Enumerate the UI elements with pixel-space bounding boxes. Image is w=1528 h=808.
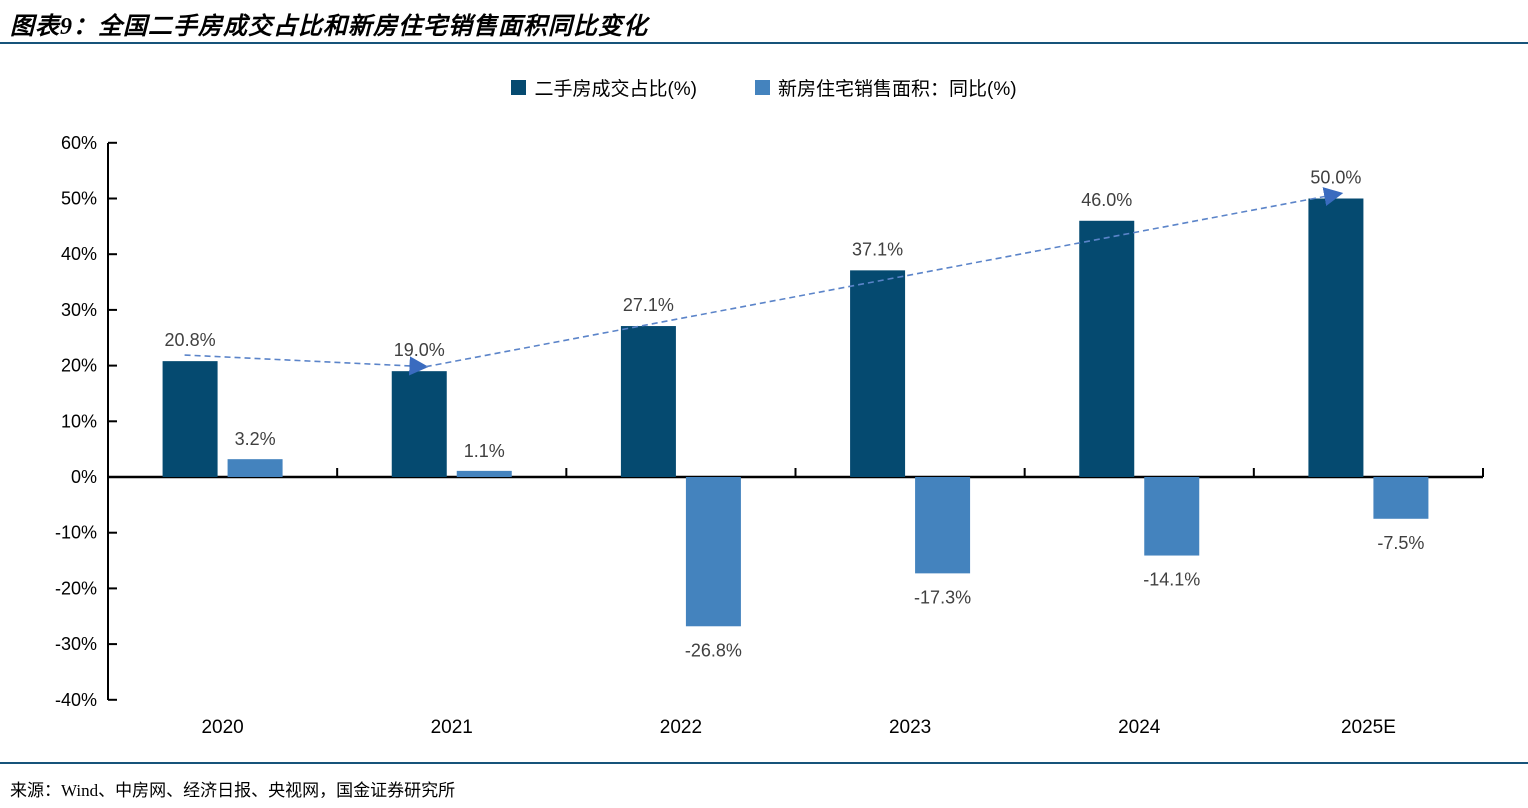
value-label-secondhand-2022: 27.1% [623,295,674,315]
y-tick-label-40: 40% [61,244,97,264]
chart-title: 图表9：全国二手房成交占比和新房住宅销售面积同比变化 [10,14,648,40]
x-label-2022: 2022 [660,717,702,738]
value-label-secondhand-2021: 19.0% [394,340,445,360]
x-label-2024: 2024 [1118,717,1161,738]
bar-newhome-2022 [685,477,741,627]
bar-newhome-2023 [915,477,971,574]
y-tick-label--30: -30% [55,634,97,654]
title-separator-rule [0,42,1528,44]
value-label-secondhand-2020: 20.8% [165,330,216,350]
value-label-secondhand-2024: 46.0% [1081,190,1132,210]
x-label-2020: 2020 [201,717,243,738]
x-label-2023: 2023 [889,717,931,738]
bar-newhome-2021 [456,470,512,477]
bar-newhome-2024 [1144,477,1200,556]
value-label-newhome-2022: -26.8% [685,640,742,660]
value-label-newhome-2020: 3.2% [235,429,276,449]
y-tick-label-60: 60% [61,133,97,153]
value-label-secondhand-2023: 37.1% [852,239,903,259]
y-tick-label--20: -20% [55,578,97,598]
trend-line-segment-2 [425,187,1344,368]
bar-chart-plot: 20.8% 19.0% 27.1% 37.1% 46.0% 50.0% 3.2% 1.1% -2… [55,133,1484,738]
legend-item-newhome: 新房住宅销售面积：同比(%) [755,74,1017,101]
bar-secondhand-2021 [391,371,447,477]
value-label-secondhand-2025E: 50.0% [1310,168,1361,188]
y-tick-label--10: -10% [55,523,97,543]
value-label-newhome-2024: -14.1% [1143,570,1200,590]
bar-secondhand-2022 [620,326,676,477]
value-label-newhome-2023: -17.3% [914,587,971,607]
legend-label-secondhand: 二手房成交占比(%) [534,79,697,100]
y-tick-label-10: 10% [61,411,97,431]
trend-line-segment-1 [184,354,429,376]
bar-secondhand-2025E [1308,198,1364,477]
bar-newhome-2020 [227,459,283,477]
value-label-newhome-2021: 1.1% [464,441,505,461]
legend-item-secondhand: 二手房成交占比(%) [511,74,697,101]
bar-secondhand-2024 [1079,220,1135,477]
footer-separator-rule [0,762,1528,764]
legend-swatch-secondhand-icon [511,80,527,95]
y-tick-label-50: 50% [61,189,97,209]
source-attribution: 来源：Wind、中房网、经济日报、央视网，国金证券研究所 [10,781,456,800]
chart-legend: 二手房成交占比(%) 新房住宅销售面积：同比(%) [0,74,1528,101]
legend-label-newhome: 新房住宅销售面积：同比(%) [778,79,1017,100]
bar-newhome-2025E [1373,477,1429,519]
y-tick-label--40: -40% [55,690,97,710]
x-label-2025E: 2025E [1341,717,1396,738]
y-tick-label-20: 20% [61,356,97,376]
value-label-newhome-2025E: -7.5% [1377,533,1424,553]
legend-swatch-newhome-icon [755,80,770,95]
x-label-2021: 2021 [431,717,473,738]
bar-secondhand-2023 [850,270,906,477]
bar-secondhand-2020 [162,361,218,477]
y-tick-label-0: 0% [71,467,97,487]
y-tick-label-30: 30% [61,300,97,320]
